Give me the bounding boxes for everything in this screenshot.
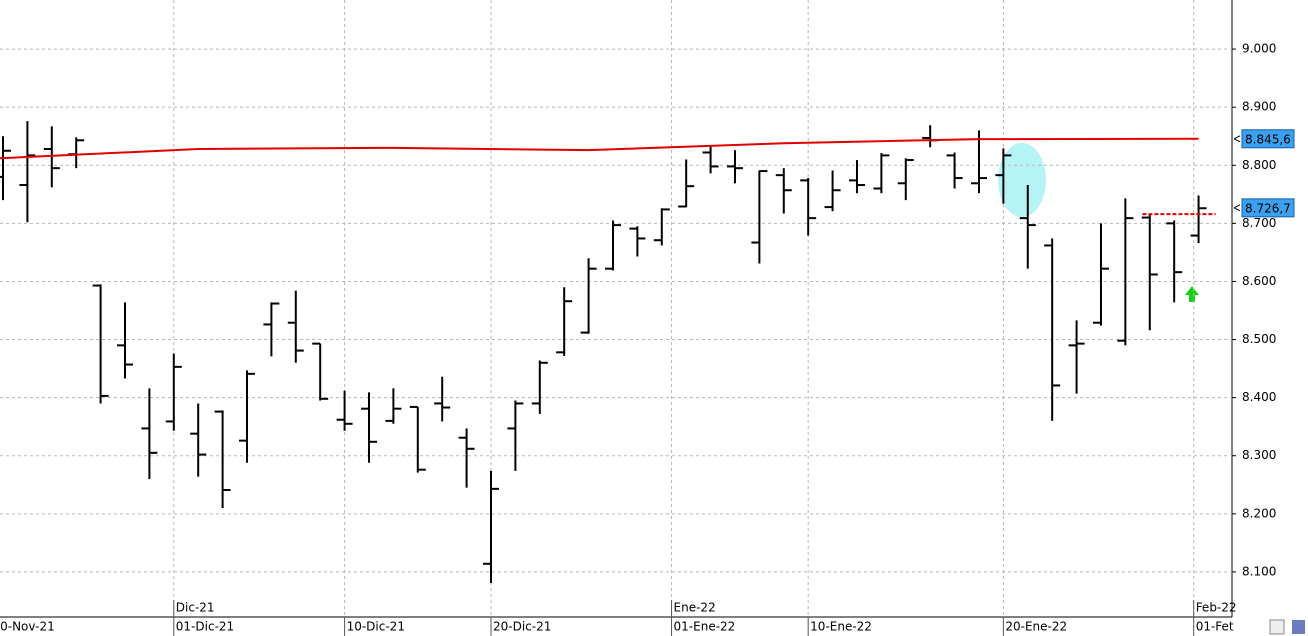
highlight-ellipse (998, 143, 1046, 217)
y-tick-label: 8.800 (1242, 158, 1276, 172)
y-tick-label: 8.900 (1242, 100, 1276, 114)
x-tick-label: 0-Nov-21 (0, 620, 55, 634)
price-pointer (1233, 204, 1241, 212)
x-tick-label: 01-Fet (1196, 620, 1234, 634)
x-tick-label: 20-Ene-22 (1005, 620, 1067, 634)
y-tick-label: 8.300 (1242, 448, 1276, 462)
price-pointer (1233, 135, 1241, 143)
y-tick-label: 8.100 (1242, 564, 1276, 578)
y-tick-label: 8.400 (1242, 390, 1276, 404)
month-tick-label: Feb-22 (1196, 601, 1237, 615)
y-tick-label: 9.000 (1242, 42, 1276, 56)
price-label-box (1241, 198, 1295, 218)
save-icon[interactable] (1292, 620, 1305, 634)
month-tick-label: Ene-22 (674, 601, 716, 615)
x-tick-label: 10-Dic-21 (347, 620, 405, 634)
x-tick-label: 10-Ene-22 (810, 620, 872, 634)
y-tick-label: 8.500 (1242, 332, 1276, 346)
price-label: 8.726,7 (1245, 201, 1291, 215)
price-label: 8.845,6 (1245, 132, 1291, 146)
up-arrow (1185, 286, 1199, 302)
x-tick-label: 01-Dic-21 (176, 620, 234, 634)
toolbar-icon[interactable] (1269, 619, 1285, 635)
x-tick-label: 01-Ene-22 (674, 620, 736, 634)
y-tick-label: 8.600 (1242, 274, 1276, 288)
price-label-box (1241, 129, 1295, 149)
y-tick-label: 8.200 (1242, 506, 1276, 520)
month-tick-label: Dic-21 (176, 601, 215, 615)
y-tick-label: 8.700 (1242, 216, 1276, 230)
line-series (0, 137, 1199, 160)
x-tick-label: 20-Dic-21 (493, 620, 551, 634)
